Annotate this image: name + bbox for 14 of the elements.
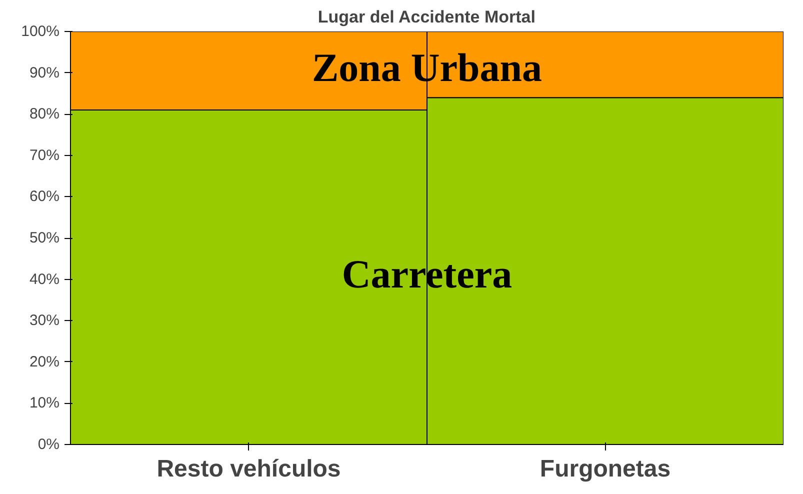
y-tick-label: 70%: [29, 146, 60, 164]
y-tick-label: 80%: [29, 106, 60, 123]
x-tick-label: Furgonetas: [540, 456, 671, 482]
chart-title: Lugar del Accidente Mortal: [318, 8, 536, 26]
y-tick-label: 100%: [21, 23, 60, 40]
y-tick-label: 30%: [29, 312, 60, 330]
y-tick-label: 50%: [29, 230, 60, 246]
y-tick-label: 40%: [29, 270, 60, 288]
y-tick-label: 60%: [29, 188, 60, 206]
y-tick-label: 0%: [38, 436, 60, 453]
y-tick-label: 20%: [29, 353, 60, 370]
y-tick-label: 90%: [29, 64, 60, 82]
x-tick-label: Resto vehículos: [156, 456, 341, 482]
y-tick-label: 10%: [29, 394, 60, 412]
